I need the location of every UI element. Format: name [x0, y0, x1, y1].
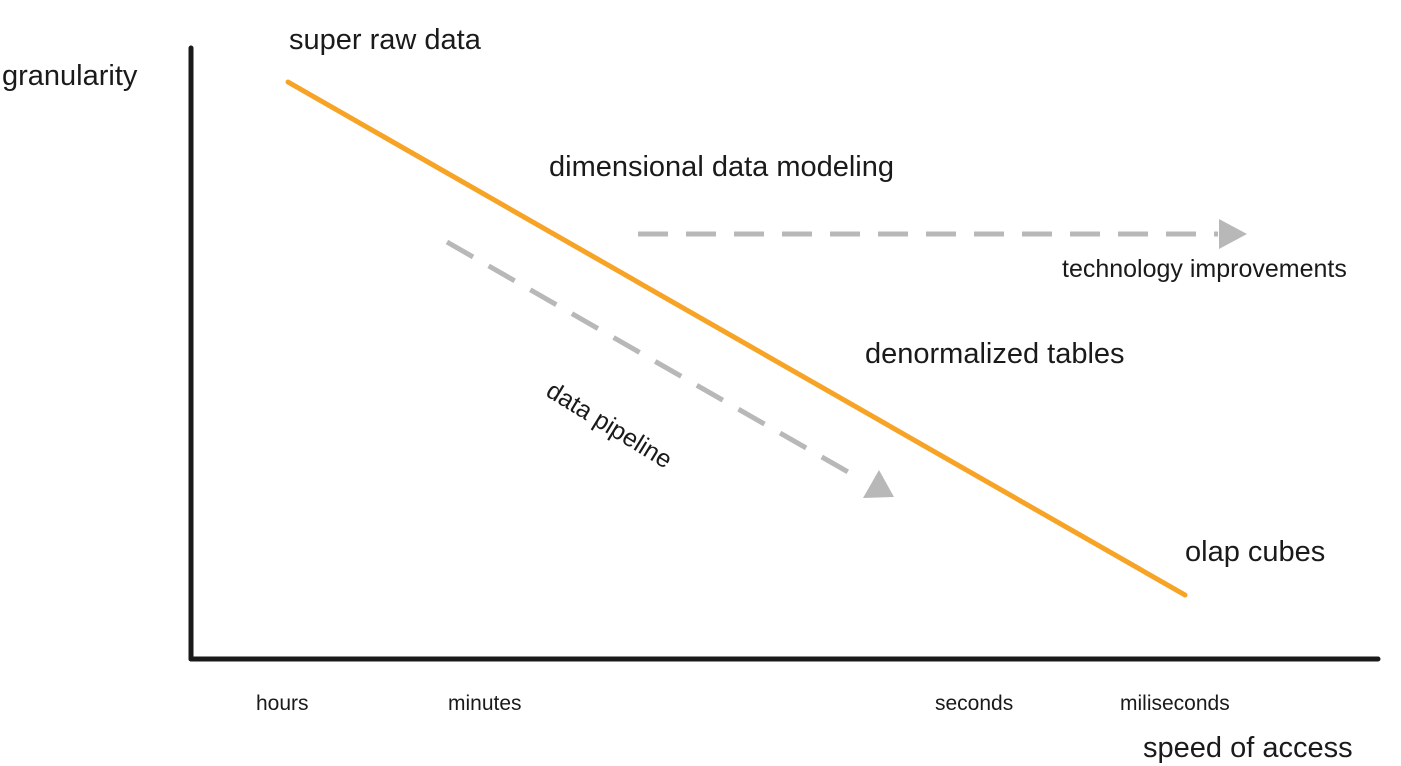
- x-axis-label: speed of access: [1143, 732, 1353, 764]
- label-denormalized-tables: denormalized tables: [865, 338, 1125, 370]
- x-tick-miliseconds: miliseconds: [1120, 692, 1230, 715]
- x-tick-seconds: seconds: [935, 692, 1014, 715]
- label-olap-cubes: olap cubes: [1185, 536, 1326, 568]
- label-dimensional-data-modeling: dimensional data modeling: [549, 151, 894, 183]
- label-super-raw-data: super raw data: [289, 24, 481, 56]
- x-tick-minutes: minutes: [448, 692, 522, 715]
- trend-line: [285, 79, 1188, 598]
- pipeline-arrow-shaft: [445, 239, 864, 483]
- pipeline-arrow-head: [863, 470, 894, 498]
- y-axis-label: granularity: [2, 60, 138, 92]
- label-technology-improvements: technology improvements: [1062, 255, 1347, 283]
- technology-arrow-head: [1219, 219, 1247, 249]
- x-tick-hours: hours: [256, 692, 309, 715]
